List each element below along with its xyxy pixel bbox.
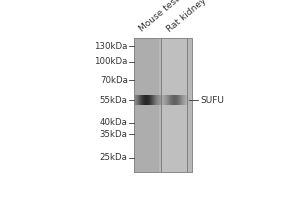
Bar xyxy=(134,38,192,172)
Text: 40kDa: 40kDa xyxy=(100,118,128,127)
Bar xyxy=(134,38,159,172)
Text: 25kDa: 25kDa xyxy=(100,153,128,162)
Bar xyxy=(162,38,188,172)
Text: Rat kidney: Rat kidney xyxy=(165,0,208,34)
Text: 70kDa: 70kDa xyxy=(100,76,128,85)
Text: 35kDa: 35kDa xyxy=(100,130,128,139)
Bar xyxy=(134,38,192,172)
Text: SUFU: SUFU xyxy=(200,96,224,105)
Text: 55kDa: 55kDa xyxy=(100,96,128,105)
Text: Mouse testis: Mouse testis xyxy=(137,0,187,34)
Text: 100kDa: 100kDa xyxy=(94,57,128,66)
Text: 130kDa: 130kDa xyxy=(94,42,128,51)
